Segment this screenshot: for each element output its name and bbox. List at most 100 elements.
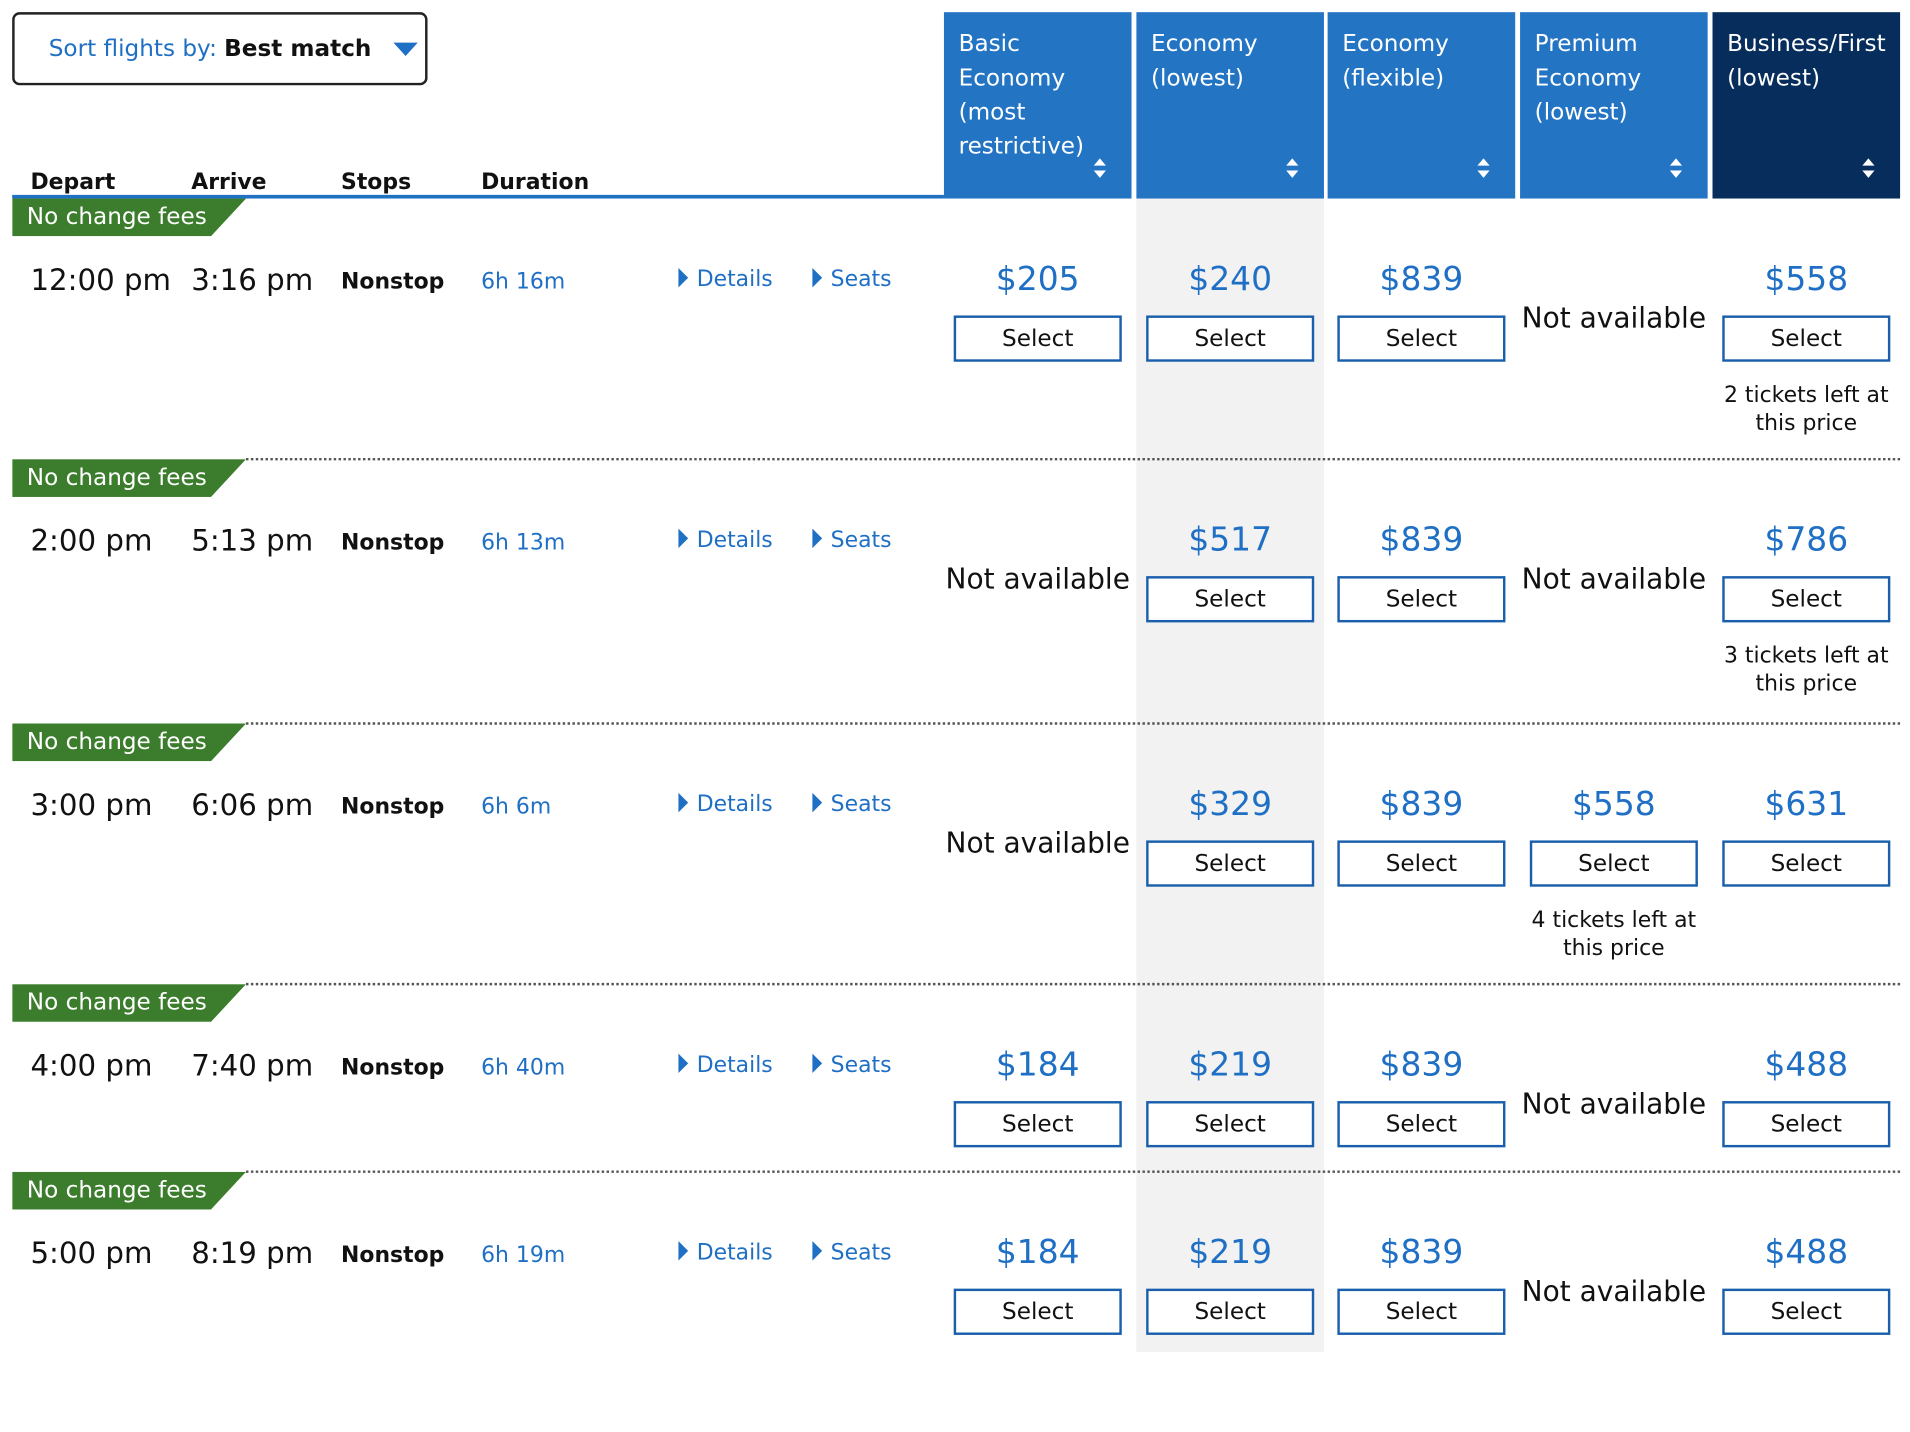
select-button[interactable]: Select (1722, 1288, 1891, 1335)
select-button[interactable]: Select (1337, 315, 1506, 362)
caret-right-icon (678, 1053, 689, 1074)
details-link[interactable]: Details (678, 792, 773, 817)
fare-cell-business-first: $488 Select (1713, 984, 1901, 1245)
seats-link[interactable]: Seats (812, 1239, 892, 1266)
sort-label: Sort flights by: (48, 35, 217, 63)
flight-row: No change fees 12:00 pm 3:16 pm Nonstop 6h 1… (0, 198, 1910, 461)
select-button[interactable]: Select (953, 1101, 1122, 1148)
seats-label: Seats (830, 266, 892, 293)
fare-cell-basic-economy: $184 Select (944, 1172, 1132, 1432)
details-link[interactable]: Details (678, 267, 773, 292)
fare-header-line: (most (958, 98, 1026, 126)
tickets-left-note: 3 tickets left at this price (1705, 642, 1907, 698)
select-button[interactable]: Select (1146, 315, 1315, 362)
sort-arrows-icon[interactable] (1669, 157, 1684, 179)
select-button[interactable]: Select (1337, 1288, 1506, 1335)
fare-cell-basic-economy: Not available (944, 459, 1132, 720)
no-change-fees-badge: No change fees (12, 1171, 247, 1210)
select-button[interactable]: Select (1146, 840, 1315, 887)
seats-label: Seats (830, 791, 892, 818)
select-button[interactable]: Select (1722, 315, 1891, 362)
duration-value: 6h 40m (481, 1054, 566, 1081)
fare-header-line: restrictive) (958, 132, 1085, 160)
select-button[interactable]: Select (1146, 1288, 1315, 1335)
arrive-time: 5:13 pm (191, 523, 314, 558)
select-button[interactable]: Select (1337, 576, 1506, 623)
row-divider (246, 722, 1901, 725)
select-button[interactable]: Select (1722, 1101, 1891, 1148)
select-button[interactable]: Select (1146, 1101, 1315, 1148)
duration-value: 6h 13m (481, 529, 566, 556)
select-button[interactable]: Select (1722, 576, 1891, 623)
fare-price: $329 (1188, 785, 1273, 824)
details-link[interactable]: Details (678, 1052, 773, 1078)
sort-dropdown[interactable]: Sort flights by: Best match (12, 12, 428, 86)
row-divider (246, 1170, 1901, 1173)
row-divider (246, 982, 1901, 986)
fare-cell-economy-lowest: $240 Select (1136, 199, 1324, 460)
seats-link[interactable]: Seats (812, 791, 892, 818)
fare-cell-economy-lowest: $219 Select (1136, 1172, 1324, 1432)
fare-header-line: (lowest) (1727, 64, 1821, 92)
fare-cell-economy-flexible: $839 Select (1328, 723, 1516, 984)
details-link[interactable]: Details (678, 1239, 773, 1266)
fare-header-line: Economy (1534, 64, 1642, 92)
arrive-time: 3:16 pm (191, 263, 314, 298)
details-label: Details (696, 1052, 773, 1078)
seats-link[interactable]: Seats (812, 266, 892, 293)
duration-value: 6h 16m (481, 269, 566, 295)
fare-price: $839 (1379, 1233, 1464, 1272)
select-button[interactable]: Select (1337, 1101, 1506, 1148)
fare-header-economy-flexible[interactable]: Economy (flexible) (1327, 12, 1516, 199)
stops-value: Nonstop (341, 1242, 445, 1268)
fare-header-line: (lowest) (1534, 98, 1628, 126)
select-button[interactable]: Select (953, 1288, 1122, 1335)
fare-cell-economy-flexible: $839 Select (1328, 199, 1516, 460)
fare-price: $631 (1764, 785, 1849, 824)
fare-header-premium-economy[interactable]: Premium Economy (lowest) (1520, 12, 1708, 199)
caret-right-icon (678, 1241, 689, 1261)
fare-header-line: Economy (1342, 30, 1449, 58)
select-button[interactable]: Select (1529, 840, 1698, 887)
stops-value: Nonstop (341, 529, 445, 556)
fare-cell-economy-lowest: $517 Select (1136, 459, 1324, 720)
fare-header-business-first[interactable]: Business/First (lowest) (1712, 12, 1901, 199)
seats-link[interactable]: Seats (812, 527, 892, 553)
select-button[interactable]: Select (1337, 840, 1506, 887)
tickets-left-line2: this price (1755, 410, 1858, 437)
sort-arrows-icon[interactable] (1285, 157, 1300, 179)
not-available-label: Not available (1521, 1276, 1707, 1309)
caret-right-icon (678, 267, 689, 288)
not-available-label: Not available (945, 563, 1130, 596)
fare-cell-business-first: $558 Select 2 tickets left at this price (1713, 199, 1901, 460)
fare-cell-basic-economy: $184 Select (944, 984, 1132, 1245)
no-change-fees-badge: No change fees (12, 723, 247, 762)
fare-header-basic-economy[interactable]: Basic Economy (most restrictive) (943, 12, 1132, 199)
fare-cell-economy-flexible: $839 Select (1328, 459, 1516, 720)
seats-link[interactable]: Seats (812, 1052, 892, 1078)
fare-price: $558 (1572, 785, 1656, 824)
sort-arrows-icon[interactable] (1861, 157, 1876, 179)
fare-price: $184 (995, 1233, 1080, 1272)
fare-price: $205 (995, 260, 1080, 299)
select-button[interactable]: Select (1722, 840, 1891, 887)
depart-time: 12:00 pm (30, 263, 172, 298)
flight-row: No change fees 5:00 pm 8:19 pm Nonstop 6h 19… (0, 1171, 1910, 1432)
select-button[interactable]: Select (953, 315, 1122, 362)
select-button[interactable]: Select (1146, 576, 1315, 623)
sort-arrows-icon[interactable] (1476, 157, 1491, 179)
not-available-label: Not available (945, 828, 1130, 860)
column-header-stops: Stops (341, 169, 412, 195)
fare-header-line: (flexible) (1342, 64, 1445, 92)
caret-right-icon (812, 528, 823, 549)
fare-cell-economy-lowest: $329 Select (1136, 723, 1324, 984)
row-divider (246, 457, 1901, 461)
seats-label: Seats (830, 1239, 892, 1266)
details-label: Details (696, 1239, 773, 1266)
fare-header-economy-lowest[interactable]: Economy (lowest) (1136, 12, 1324, 199)
fare-cell-premium-economy: Not available (1520, 459, 1708, 720)
details-link[interactable]: Details (678, 527, 773, 553)
caret-right-icon (812, 267, 823, 288)
sort-arrows-icon[interactable] (1093, 157, 1108, 179)
stops-value: Nonstop (341, 1054, 445, 1081)
